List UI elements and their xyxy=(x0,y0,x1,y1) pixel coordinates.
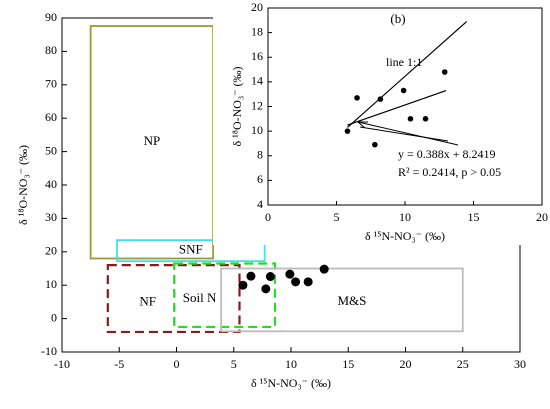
region-box xyxy=(173,262,277,329)
y-tick-label: 12 xyxy=(251,98,263,112)
y-tick-label: 18 xyxy=(251,24,263,38)
data-point xyxy=(246,271,256,281)
region-label: M&S xyxy=(337,293,366,308)
y-tick-label: 14 xyxy=(251,74,263,88)
region-label: SNF xyxy=(179,242,203,257)
y-tick-label: 60 xyxy=(45,110,57,124)
y-tick-label: 70 xyxy=(45,77,57,91)
y-tick-label: 90 xyxy=(45,10,57,24)
x-tick-label: -10 xyxy=(54,357,70,371)
fit-line xyxy=(347,90,447,126)
data-point xyxy=(261,284,271,294)
region-label: Soil N xyxy=(183,290,217,305)
data-point xyxy=(354,95,360,101)
data-point xyxy=(400,87,407,94)
y-tick-label: 0 xyxy=(51,310,57,324)
y-axis-label: δ ¹⁸O-NO₃⁻ (‰) xyxy=(16,145,30,225)
arrow-head xyxy=(357,121,368,129)
x-tick-label: 20 xyxy=(400,357,412,371)
x-tick-label: 5 xyxy=(231,357,237,371)
data-point xyxy=(291,277,301,287)
stats-label: R² = 0.2414, p > 0.05 xyxy=(398,165,501,179)
y-tick-label: 40 xyxy=(45,177,57,191)
x-tick-label: 15 xyxy=(342,357,354,371)
x-tick-label: 0 xyxy=(265,210,271,224)
y-tick-label: 6 xyxy=(257,172,263,186)
data-point xyxy=(238,280,248,290)
arrow xyxy=(359,126,449,142)
x-axis-label: δ ¹⁵N-NO₃⁻ (‰) xyxy=(251,376,331,390)
x-tick-label: 20 xyxy=(536,210,548,224)
data-point xyxy=(265,272,275,282)
y-tick-label: 10 xyxy=(45,277,57,291)
x-tick-label: -5 xyxy=(114,357,124,371)
y-tick-label: 50 xyxy=(45,143,57,157)
x-tick-label: 0 xyxy=(174,357,180,371)
data-point xyxy=(344,128,351,134)
x-tick-label: 15 xyxy=(468,210,480,224)
y-tick-label: 20 xyxy=(251,0,263,14)
data-point xyxy=(407,116,414,122)
data-point xyxy=(303,277,313,287)
panel-label: (b) xyxy=(390,11,405,26)
x-tick-label: 10 xyxy=(285,357,297,371)
region-box xyxy=(116,239,266,263)
y-tick-label: 4 xyxy=(257,197,263,211)
y-axis-label: δ ¹⁸O-NO₃⁻ (‰) xyxy=(230,67,244,147)
line-label: line 1:1 xyxy=(386,55,422,69)
data-point xyxy=(441,69,448,75)
data-point xyxy=(422,116,429,122)
y-tick-label: 16 xyxy=(251,49,263,63)
fit-line xyxy=(347,21,468,128)
region-label: NP xyxy=(144,133,161,148)
y-tick-label: 80 xyxy=(45,43,57,57)
y-tick-label: 30 xyxy=(45,210,57,224)
region-label: NF xyxy=(139,294,156,309)
x-tick-label: 5 xyxy=(334,210,340,224)
x-tick-label: 10 xyxy=(399,210,411,224)
y-tick-label: 10 xyxy=(251,123,263,137)
region-box xyxy=(220,267,464,333)
y-tick-label: -10 xyxy=(41,344,57,358)
inset-background xyxy=(213,0,550,245)
data-point xyxy=(377,96,384,102)
x-tick-label: 25 xyxy=(457,357,469,371)
y-tick-label: 20 xyxy=(45,244,57,258)
data-point xyxy=(285,269,295,279)
x-axis-label: δ ¹⁵N-NO₃⁻ (‰) xyxy=(365,229,445,243)
y-tick-label: 8 xyxy=(257,148,263,162)
data-point xyxy=(319,264,329,274)
equation-label: y = 0.388x + 8.2419 xyxy=(398,147,496,161)
data-point xyxy=(372,141,378,148)
arrow xyxy=(357,121,459,146)
x-tick-label: 30 xyxy=(514,357,526,371)
